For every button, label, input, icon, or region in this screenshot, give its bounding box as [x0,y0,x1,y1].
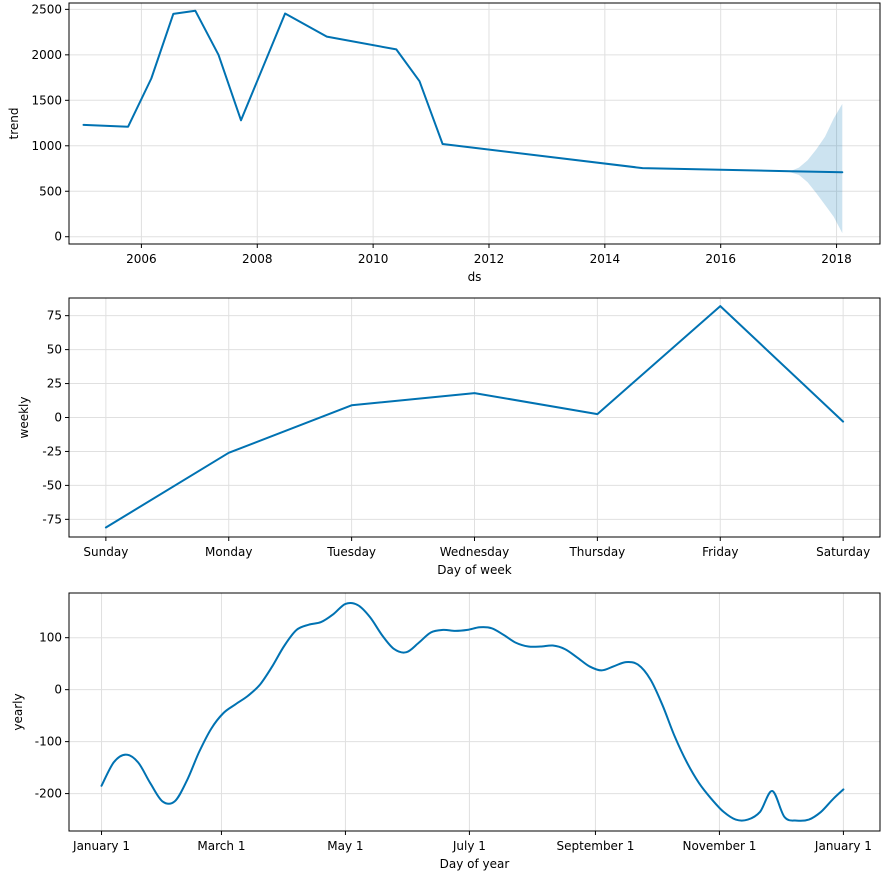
y-tick-label: 0 [54,683,62,697]
y-tick-label: -75 [42,512,62,526]
x-tick-label: November 1 [682,839,756,853]
x-tick-label: 2010 [358,252,389,266]
x-tick-label: Sunday [83,545,128,559]
y-tick-label: 500 [39,184,62,198]
y-tick-label: 1000 [31,139,62,153]
x-tick-label: January 1 [814,839,872,853]
x-tick-label: July 1 [452,839,486,853]
gridlines [69,298,880,537]
x-axis: January 1 March 1 May 1 July 1 September 1 No… [72,831,872,871]
gridlines [69,593,880,831]
y-axis-label: yearly [11,693,25,730]
y-tick-label: -50 [42,478,62,492]
x-tick-label: 2012 [474,252,505,266]
x-tick-label: March 1 [197,839,245,853]
y-tick-label: -200 [35,787,62,801]
uncertainty-band [790,103,843,234]
y-tick-label: 100 [39,631,62,645]
x-tick-label: January 1 [72,839,130,853]
x-tick-label: 2016 [705,252,736,266]
axes-frame [68,592,881,832]
y-axis: -75 -50 -25 0 25 50 75 weekly [17,309,69,526]
y-axis: 0 500 1000 1500 2000 2500 trend [7,2,69,244]
trend-panel: 2006 2008 2010 2012 2014 2016 2018 ds 0 500 1000 15… [7,2,881,284]
yearly-panel: January 1 March 1 May 1 July 1 September 1 No… [11,592,881,871]
y-tick-label: 0 [54,411,62,425]
series-line [100,602,845,822]
x-axis: Sunday Monday Tuesday Wednesday Thursday Frid… [83,537,870,577]
y-tick-label: -100 [35,735,62,749]
y-tick-label: 1500 [31,93,62,107]
x-tick-label: September 1 [557,839,635,853]
y-axis-label: trend [7,108,21,140]
x-tick-label: Thursday [568,545,625,559]
y-tick-label: -25 [42,444,62,458]
gridlines [69,3,880,244]
y-tick-label: 25 [47,377,62,391]
weekly-panel: Sunday Monday Tuesday Wednesday Thursday Frid… [17,297,881,577]
y-tick-label: 0 [54,230,62,244]
x-tick-label: 2018 [821,252,852,266]
x-tick-label: May 1 [327,839,363,853]
x-tick-label: Friday [702,545,738,559]
y-tick-label: 2000 [31,48,62,62]
x-tick-label: Tuesday [326,545,376,559]
series-line [104,305,845,529]
axes-frame [68,2,881,245]
y-tick-label: 2500 [31,2,62,16]
x-tick-label: 2006 [126,252,157,266]
x-tick-label: 2008 [242,252,273,266]
x-tick-label: Monday [205,545,252,559]
x-axis: 2006 2008 2010 2012 2014 2016 2018 ds [126,244,852,284]
y-axis-label: weekly [17,397,31,439]
series-line [82,9,844,174]
x-tick-label: Wednesday [440,545,509,559]
x-tick-label: 2014 [590,252,621,266]
x-axis-label: ds [468,270,482,284]
x-axis-label: Day of year [440,857,510,871]
y-tick-label: 75 [47,309,62,323]
y-axis: -200 -100 0 100 yearly [11,631,69,801]
y-tick-label: 50 [47,343,62,357]
x-tick-label: Saturday [816,545,870,559]
x-axis-label: Day of week [437,563,511,577]
